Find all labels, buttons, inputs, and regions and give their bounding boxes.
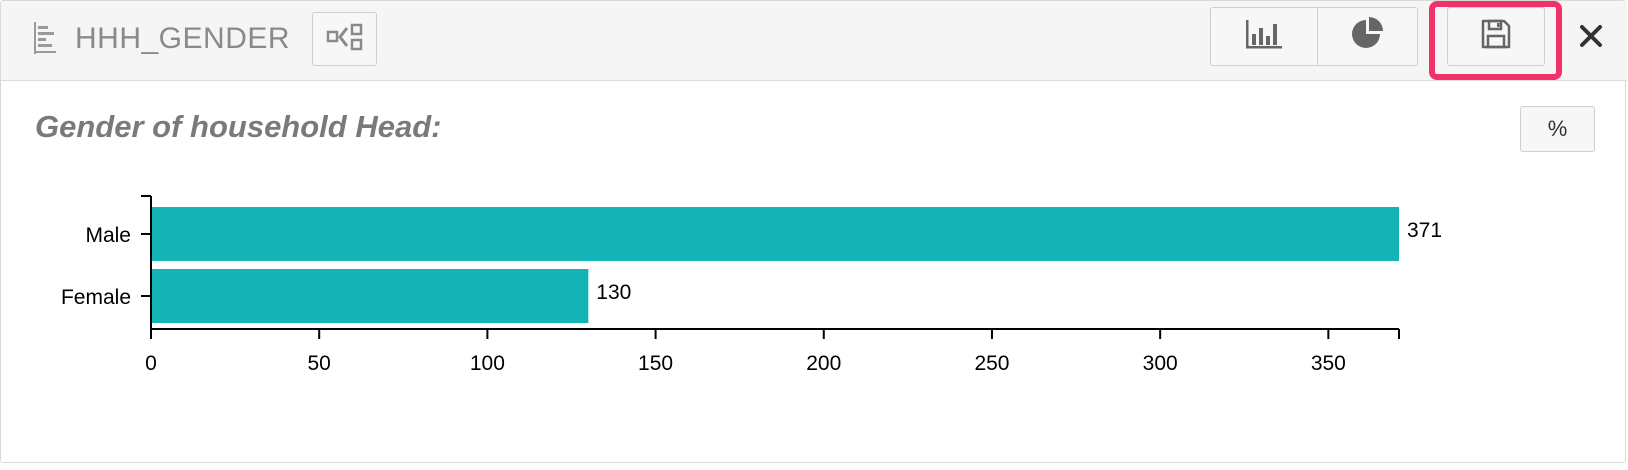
y-tick-label-female: Female (61, 286, 131, 309)
bar-list-icon (34, 22, 58, 54)
x-tick-label-50: 50 (308, 352, 331, 375)
bar-chart: Male 371 Female 130 0 50 100 150 200 250 300 350 (61, 195, 1441, 375)
collapse-button[interactable] (312, 12, 377, 66)
bar-female (152, 269, 589, 323)
close-button[interactable] (1576, 21, 1606, 55)
x-tick-label-250: 250 (974, 352, 1009, 375)
panel-header: HHH_GENDER (1, 1, 1627, 81)
variable-title: HHH_GENDER (75, 22, 291, 55)
percent-toggle-button[interactable]: % (1520, 106, 1595, 152)
x-tick-label-150: 150 (638, 352, 673, 375)
x-tick-label-100: 100 (470, 352, 505, 375)
save-highlight-box (1429, 1, 1562, 80)
chart-title: Gender of household Head: (35, 109, 442, 144)
bar-chart-button[interactable] (1210, 7, 1318, 66)
data-label-male: 371 (1407, 219, 1441, 242)
x-tick-label-200: 200 (806, 352, 841, 375)
x-tick-label-300: 300 (1143, 352, 1178, 375)
x-tick-label-350: 350 (1311, 352, 1346, 375)
collapse-tree-icon (325, 22, 365, 57)
close-icon (1579, 24, 1603, 53)
pie-chart-icon (1350, 16, 1386, 57)
floppy-disk-icon (1480, 18, 1512, 55)
y-tick-label-male: Male (85, 224, 131, 247)
save-button[interactable] (1447, 7, 1545, 66)
bar-male (152, 207, 1399, 261)
pie-chart-button[interactable] (1317, 7, 1418, 66)
x-tick-label-0: 0 (145, 352, 157, 375)
bar-chart-icon (1244, 18, 1284, 55)
data-label-female: 130 (596, 281, 631, 304)
